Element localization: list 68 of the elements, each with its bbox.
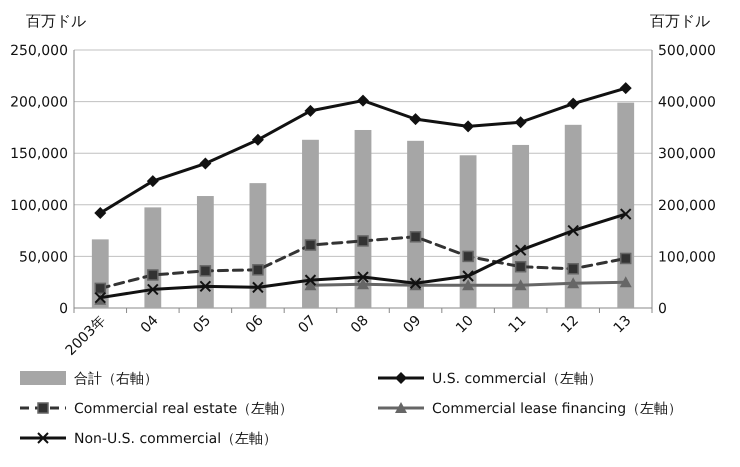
point	[357, 278, 369, 290]
point	[304, 239, 316, 251]
point	[567, 224, 580, 237]
x-tick-label: 06	[242, 312, 267, 336]
point	[252, 264, 264, 276]
point	[357, 94, 369, 107]
x-tick-label: 07	[295, 312, 320, 336]
point	[620, 276, 632, 288]
y2-tick-label: 100,000	[658, 249, 716, 266]
point	[620, 208, 632, 220]
point	[199, 158, 212, 170]
bar	[617, 102, 634, 308]
point	[147, 269, 159, 281]
y-tick-label: 250,000	[10, 43, 68, 59]
y2-tick-label: 0	[658, 301, 667, 317]
point	[567, 263, 579, 275]
point	[620, 82, 632, 94]
point	[462, 120, 474, 132]
y2-tick-label: 300,000	[658, 146, 716, 162]
y-tick-label: 200,000	[10, 94, 68, 111]
point	[462, 279, 474, 290]
x-tick-label: 08	[348, 312, 372, 336]
x-tick-label: 13	[610, 312, 635, 336]
point	[514, 116, 527, 128]
x-tick-label: 05	[190, 312, 214, 336]
legend-label: Commercial lease financing（左軸）	[432, 401, 682, 417]
point	[146, 283, 159, 296]
point	[620, 252, 632, 264]
y2-tick-label: 500,000	[658, 43, 716, 59]
point	[514, 260, 526, 272]
legend-label: 合計（右軸）	[74, 371, 158, 387]
point	[94, 282, 106, 294]
x-tick-label: 04	[138, 312, 162, 336]
bar	[354, 130, 372, 308]
x-tick-label: 09	[400, 312, 424, 336]
point	[514, 244, 527, 256]
point	[146, 175, 159, 188]
point	[567, 98, 580, 110]
y2-axis-title: 百万ドル	[650, 12, 710, 30]
point	[567, 277, 580, 288]
x-tick-label: 12	[558, 312, 582, 336]
y-axis-title: 百万ドル	[26, 12, 86, 30]
legend-label: Commercial real estate（左軸）	[74, 401, 294, 417]
point	[357, 271, 369, 284]
y-tick-label: 100,000	[10, 198, 68, 214]
point	[252, 281, 264, 294]
point	[200, 265, 212, 277]
y-tick-label: 150,000	[10, 146, 68, 162]
point	[357, 235, 369, 247]
point	[304, 274, 316, 286]
y2-tick-label: 200,000	[658, 198, 716, 214]
point	[410, 113, 422, 126]
y-tick-label: 50,000	[19, 249, 68, 266]
legend-label: Non-U.S. commercial（左軸）	[74, 431, 278, 447]
x-tick-label: 10	[453, 312, 477, 336]
point	[462, 250, 474, 262]
bar	[407, 140, 424, 308]
point	[514, 279, 527, 290]
y-tick-label: 0	[59, 301, 68, 317]
point	[410, 231, 422, 243]
point	[94, 207, 106, 220]
point	[199, 280, 212, 292]
y2-tick-label: 400,000	[658, 94, 716, 111]
point	[304, 104, 316, 117]
x-tick-label: 11	[506, 312, 530, 336]
point	[462, 270, 474, 282]
legend-label: U.S. commercial（左軸）	[432, 371, 602, 387]
point	[252, 134, 264, 146]
